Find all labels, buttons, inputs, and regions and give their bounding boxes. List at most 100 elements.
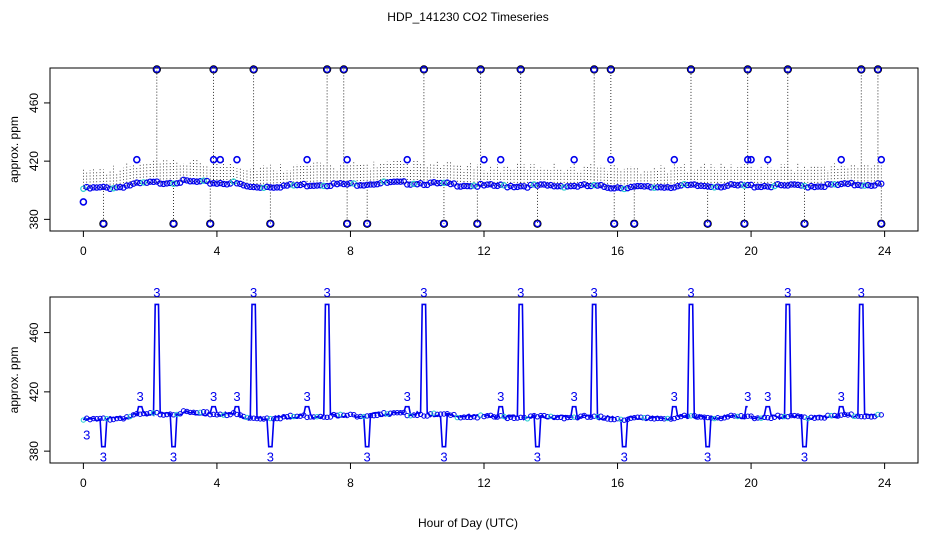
spike-low-point bbox=[740, 219, 749, 228]
mid-point bbox=[403, 155, 412, 164]
data-point bbox=[137, 411, 143, 417]
data-point bbox=[775, 412, 781, 419]
spike-high-point bbox=[153, 65, 161, 74]
spike-high-point-ring bbox=[339, 65, 348, 74]
x-tick-label: 16 bbox=[611, 476, 625, 490]
mid-point bbox=[607, 155, 615, 164]
data-point bbox=[618, 416, 624, 423]
data-point bbox=[323, 182, 331, 190]
data-point bbox=[394, 410, 400, 416]
data-point bbox=[541, 412, 547, 419]
data-point bbox=[334, 412, 340, 418]
spike-high-label: 3 bbox=[250, 285, 257, 300]
data-point bbox=[297, 181, 304, 189]
y-axis-label: approx. ppm bbox=[7, 347, 21, 414]
data-point bbox=[528, 413, 534, 419]
data-point bbox=[106, 185, 114, 193]
data-point bbox=[437, 411, 444, 417]
spike-low-point-ring bbox=[800, 219, 809, 228]
data-point bbox=[270, 184, 277, 191]
data-point bbox=[831, 181, 838, 188]
spike-low-label: 3 bbox=[440, 450, 447, 465]
spike-low-point bbox=[343, 219, 351, 228]
data-point bbox=[624, 416, 631, 423]
chart-title: HDP_141230 CO2 Timeseries bbox=[387, 10, 548, 24]
data-point bbox=[434, 180, 441, 187]
spike-low-point-ring bbox=[342, 219, 352, 228]
data-point bbox=[160, 412, 167, 418]
data-point bbox=[100, 183, 107, 191]
data-point bbox=[353, 182, 361, 189]
data-point bbox=[460, 182, 468, 190]
y-tick-label: 420 bbox=[27, 382, 41, 402]
data-point bbox=[591, 413, 597, 419]
data-point bbox=[688, 413, 694, 419]
mid-point bbox=[216, 155, 225, 164]
data-point bbox=[230, 178, 237, 185]
data-point bbox=[357, 413, 364, 420]
spike-low-point bbox=[363, 219, 371, 228]
data-point bbox=[634, 182, 641, 190]
data-point bbox=[854, 181, 862, 189]
top-panel: 0 4 8 12 16 20 24 380 420 460 approx. ppm bbox=[7, 65, 919, 258]
spike-high-point-ring bbox=[606, 65, 616, 74]
data-point bbox=[540, 181, 548, 188]
spike-low-point-ring bbox=[703, 219, 712, 228]
spike-high-point bbox=[783, 65, 792, 74]
data-point bbox=[647, 184, 655, 191]
data-point bbox=[110, 185, 117, 192]
spike-high-point-ring bbox=[322, 65, 332, 74]
data-point bbox=[497, 181, 504, 188]
x-tick-label: 20 bbox=[744, 476, 758, 490]
y-tick-label: 380 bbox=[27, 209, 41, 229]
spike-high-label: 3 bbox=[420, 285, 427, 300]
spike-high-label: 3 bbox=[323, 285, 330, 300]
data-point bbox=[294, 413, 300, 420]
mid-point bbox=[233, 155, 241, 164]
data-point bbox=[207, 412, 213, 418]
mid-label: 3 bbox=[210, 389, 217, 404]
data-point bbox=[177, 411, 183, 417]
data-point bbox=[293, 181, 301, 189]
mid-point bbox=[303, 155, 311, 164]
data-point bbox=[721, 183, 728, 190]
spike-high-point-ring bbox=[873, 65, 883, 74]
data-point bbox=[267, 415, 274, 422]
data-point bbox=[658, 415, 664, 422]
data-point bbox=[875, 411, 881, 418]
spike-high-point-ring bbox=[476, 65, 485, 74]
data-point bbox=[244, 414, 250, 421]
spike-high-label: 3 bbox=[687, 285, 694, 300]
data-point bbox=[427, 179, 434, 186]
spike-low-point-ring bbox=[206, 219, 215, 228]
data-point bbox=[821, 415, 828, 421]
spike-high-point-ring bbox=[516, 65, 525, 74]
data-point bbox=[417, 180, 424, 187]
data-point bbox=[534, 182, 541, 189]
spike-low-point bbox=[99, 219, 108, 228]
spike-low-label: 3 bbox=[801, 450, 808, 465]
data-point bbox=[767, 183, 775, 191]
data-point bbox=[471, 414, 477, 420]
data-point bbox=[697, 182, 705, 189]
data-point bbox=[674, 414, 681, 421]
data-point bbox=[764, 183, 771, 190]
data-point bbox=[814, 183, 822, 190]
data-point bbox=[213, 180, 221, 187]
data-point bbox=[815, 415, 821, 421]
data-point bbox=[774, 180, 781, 188]
data-point bbox=[136, 179, 144, 187]
data-point bbox=[481, 413, 487, 420]
spike-low-point-ring bbox=[630, 219, 639, 228]
data-point bbox=[825, 412, 831, 418]
data-point bbox=[868, 414, 874, 420]
spike-low-label: 3 bbox=[621, 450, 628, 465]
data-point bbox=[718, 415, 724, 422]
data-point bbox=[838, 412, 844, 418]
data-point bbox=[454, 183, 461, 190]
y-axis-label: approx. ppm bbox=[7, 116, 21, 183]
data-point bbox=[737, 181, 745, 188]
data-point bbox=[711, 184, 718, 191]
data-point bbox=[114, 415, 120, 422]
series-line bbox=[82, 303, 218, 448]
